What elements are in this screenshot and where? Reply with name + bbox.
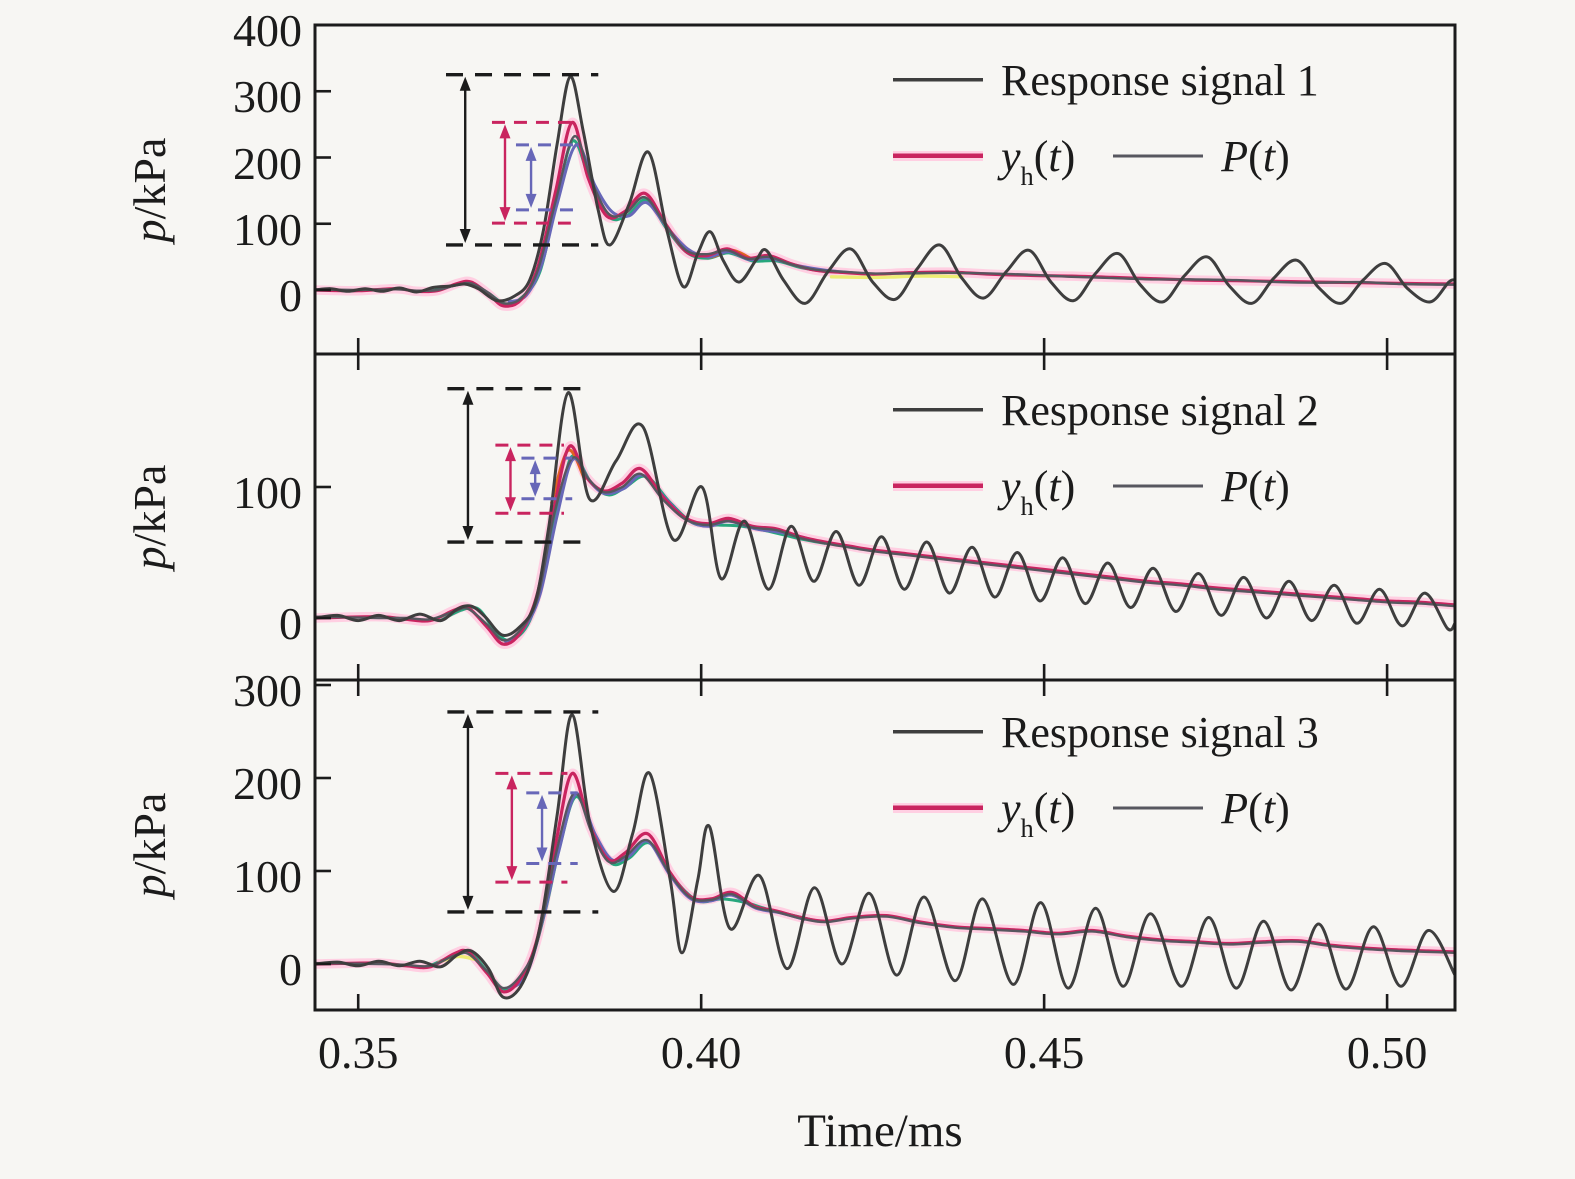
x-tick-label: 0.45 (1003, 1027, 1085, 1078)
panel-middle-series (316, 391, 1454, 649)
y-tick-label: 100 (233, 466, 302, 518)
p-line-swatch (1113, 803, 1204, 813)
slate-arrowhead-up-icon (536, 794, 548, 809)
crimson-arrowhead-up-icon (506, 775, 518, 790)
y-tick-label: 300 (233, 665, 302, 717)
legend-yh-label: yh(t) (1001, 783, 1076, 844)
yh-line-swatch (893, 151, 983, 161)
black-arrowhead-down-icon (462, 526, 474, 541)
y-axis-label-panel3: p/kPa (124, 792, 175, 898)
P-line (316, 135, 1454, 305)
y-tick-label: 0 (279, 598, 302, 650)
y-tick-label: 100 (233, 203, 302, 255)
legend-p-label: P(t) (1221, 783, 1290, 833)
legend-p-label: P(t) (1221, 461, 1290, 511)
black-arrowhead-up-icon (462, 713, 474, 728)
slate-arrowhead-down-icon (536, 847, 548, 862)
legend-yh-label: yh(t) (1001, 461, 1076, 522)
P-line (316, 456, 1454, 642)
crimson-arrowhead-down-icon (504, 497, 516, 512)
slate-arrowhead-up-icon (529, 460, 541, 475)
crimson-arrowhead-up-icon (499, 124, 511, 139)
yh-line-swatch (893, 803, 983, 813)
black-arrowhead-up-icon (459, 76, 471, 91)
x-axis-label: Time/ms (797, 1105, 963, 1157)
legend-row-fits: yh(t) P(t) (893, 783, 1290, 844)
y-tick-label: 100 (233, 850, 302, 902)
y-axis-label-panel1: p/kPa (124, 137, 175, 243)
overlap-teal-line (428, 139, 827, 306)
yh-line-swatch (893, 481, 983, 491)
x-tick-label: 0.40 (660, 1027, 742, 1078)
slate-arrowhead-down-icon (525, 193, 537, 208)
legend-response-label: Response signal 3 (1001, 707, 1319, 757)
y-tick-label: 200 (233, 758, 302, 809)
slate-arrowhead-down-icon (529, 482, 541, 497)
response-line-swatch (893, 727, 983, 737)
legend-row-response: Response signal 1 (893, 55, 1319, 105)
black-arrowhead-up-icon (462, 390, 474, 405)
yh-line (316, 444, 1454, 646)
y-tick-label: 0 (279, 270, 302, 321)
slate-arrowhead-up-icon (525, 146, 537, 161)
x-tick-label: 0.35 (317, 1027, 399, 1078)
y-tick-label: 0 (279, 943, 302, 995)
legend-row-response: Response signal 3 (893, 707, 1319, 757)
P-line (316, 791, 1454, 990)
legend-yh-label: yh(t) (1001, 131, 1076, 192)
black-arrowhead-down-icon (462, 895, 474, 910)
p-line-swatch (1113, 151, 1204, 161)
legend-row-fits: yh(t) P(t) (893, 131, 1290, 192)
crimson-arrowhead-down-icon (506, 866, 518, 881)
crimson-arrowhead-up-icon (504, 447, 516, 462)
overlap-yellow-line (829, 274, 964, 280)
crimson-arrowhead-down-icon (499, 207, 511, 222)
panel-bottom-border (313, 678, 1457, 1012)
legend-response-label: Response signal 1 (1001, 55, 1319, 105)
y-axis-label-panel2: p/kPa (124, 464, 175, 570)
legend-row-fits: yh(t) P(t) (893, 461, 1290, 522)
black-arrowhead-down-icon (459, 228, 471, 243)
legend-row-response: Response signal 2 (893, 385, 1319, 435)
x-tick-label: 0.50 (1346, 1027, 1428, 1078)
y-tick-label: 300 (233, 71, 302, 123)
panel-bottom-series (316, 713, 1454, 1000)
panel-top-series (316, 75, 1454, 311)
y-tick-label: 400 (233, 5, 302, 56)
overlap-teal-line (428, 795, 820, 991)
legend-p-label: P(t) (1221, 131, 1290, 181)
response-line (316, 713, 1454, 1000)
response-line-swatch (893, 75, 983, 85)
response-line (316, 75, 1454, 305)
response-line (316, 391, 1454, 637)
overlap-teal-line (439, 454, 827, 643)
overlap-slate-line (507, 792, 806, 990)
legend-response-label: Response signal 2 (1001, 385, 1319, 435)
response-line-swatch (893, 405, 983, 415)
y-tick-label: 200 (233, 137, 302, 189)
p-line-swatch (1113, 481, 1204, 491)
